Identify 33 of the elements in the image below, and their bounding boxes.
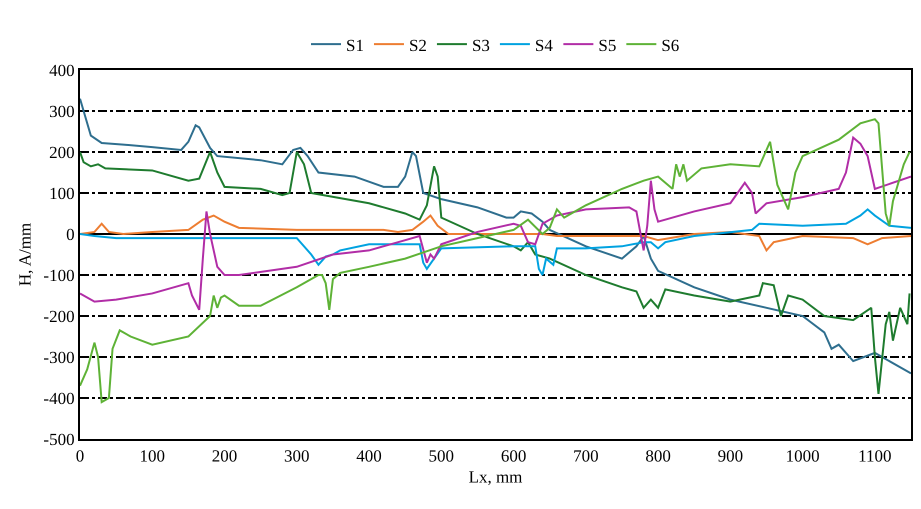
y-tick-label: 100 (49, 184, 75, 203)
y-axis-title: H, A/mm (15, 222, 34, 286)
x-tick-label: 700 (573, 446, 599, 466)
x-tick-label: 100 (140, 446, 166, 466)
legend-label: S4 (534, 36, 554, 55)
y-tick-label: -500 (43, 430, 75, 449)
y-tick-label: 200 (49, 142, 75, 162)
x-tick-label: 500 (428, 446, 454, 466)
x-tick-label: 600 (500, 446, 526, 466)
x-axis-title: Lx, mm (468, 467, 522, 486)
y-tick-label: -200 (43, 306, 75, 326)
x-tick-label: 1100 (858, 446, 892, 466)
legend-label: S6 (661, 36, 680, 55)
legend-label: S1 (346, 36, 364, 55)
y-tick-label: -300 (43, 348, 75, 367)
legend-label: S3 (472, 36, 490, 55)
legend-label: S5 (598, 36, 616, 55)
x-tick-label: 800 (645, 446, 671, 466)
y-tick-label: -100 (43, 266, 75, 285)
line-series (80, 98, 911, 374)
y-tick-label: 0 (66, 224, 75, 244)
x-tick-label: 900 (718, 446, 744, 466)
x-tick-label: 400 (356, 446, 382, 466)
legend-label: S2 (408, 36, 427, 55)
x-tick-label: 300 (284, 446, 310, 466)
line-series (80, 214, 911, 252)
y-tick-label: 400 (49, 60, 75, 80)
y-tick-label: -400 (43, 388, 75, 408)
x-tick-label: 1000 (786, 446, 820, 466)
line-series (80, 208, 911, 276)
y-tick-label: 300 (49, 102, 75, 121)
line-series (80, 136, 911, 311)
x-tick-label: 200 (212, 446, 238, 466)
